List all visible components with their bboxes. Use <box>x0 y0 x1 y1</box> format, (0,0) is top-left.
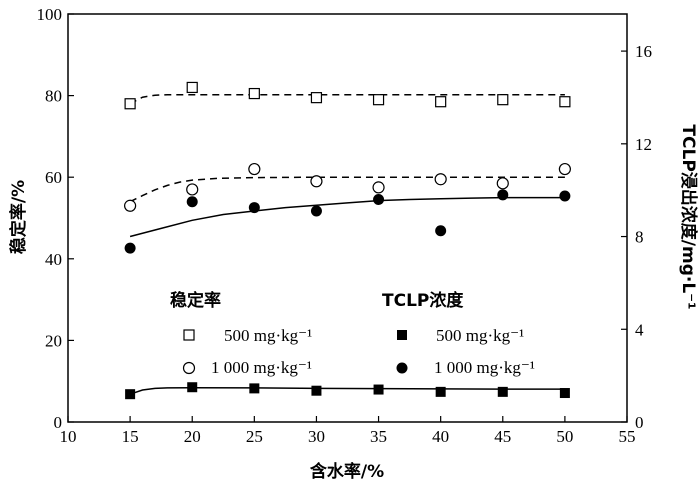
y-left-tick-label: 20 <box>45 331 62 350</box>
legend-label-tclp-500: 500 mg·kg⁻¹ <box>436 326 524 345</box>
axis-ticks <box>67 13 628 423</box>
legend-label-stability-1000: 1 000 mg·kg⁻¹ <box>211 358 312 377</box>
y-right-axis-label: TCLP浸出浓度/mg·L⁻¹ <box>678 124 699 309</box>
y-left-tick-label: 0 <box>54 413 63 432</box>
marker-open-square <box>559 96 571 108</box>
y-right-tick-label: 16 <box>635 42 652 61</box>
x-tick-label: 10 <box>60 427 77 446</box>
marker-filled-circle <box>186 196 198 208</box>
y-left-tick-label: 80 <box>45 87 62 106</box>
marker-open-square <box>186 81 198 94</box>
marker-filled-square <box>559 388 570 399</box>
legend-label-tclp-1000: 1 000 mg·kg⁻¹ <box>434 358 535 377</box>
y-right-tick-label: 0 <box>635 413 644 432</box>
y-left-tick-label: 40 <box>45 250 62 269</box>
marker-open-square <box>310 92 323 104</box>
marker-open-circle <box>372 181 385 194</box>
x-tick-label: 15 <box>122 427 139 446</box>
marker-filled-square <box>125 389 136 400</box>
marker-filled-square <box>497 386 508 397</box>
x-tick-label: 45 <box>494 427 511 446</box>
marker-open-circle <box>310 175 323 188</box>
legend-marker-filled-square <box>397 330 407 340</box>
y-left-tick-label: 100 <box>37 5 63 24</box>
marker-filled-circle <box>497 189 509 201</box>
x-tick-label: 20 <box>184 427 201 446</box>
y-right-tick-label: 12 <box>635 135 652 154</box>
legend: 稳定率 TCLP浓度 500 mg·kg⁻¹ 1 000 mg·kg⁻¹ 500… <box>170 290 535 377</box>
fit-curve-open-square <box>129 94 565 105</box>
legend-title-stability: 稳定率 <box>170 290 221 311</box>
fit-curves <box>129 94 565 395</box>
legend-marker-filled-circle <box>396 362 408 374</box>
marker-filled-square <box>373 384 384 395</box>
legend-marker-open-circle <box>182 361 196 375</box>
marker-filled-square <box>187 382 198 393</box>
marker-open-circle <box>124 199 137 212</box>
x-tick-label: 40 <box>432 427 449 446</box>
marker-open-square <box>248 87 260 100</box>
marker-open-circle <box>186 183 199 196</box>
y-right-tick-label: 4 <box>635 320 644 339</box>
marker-open-square <box>124 98 136 110</box>
y-right-tick-labels: 0 4 8 12 16 <box>635 42 652 432</box>
marker-filled-circle <box>559 190 571 202</box>
x-tick-labels: 10 15 20 25 30 35 40 45 50 55 <box>60 427 636 446</box>
marker-filled-square <box>249 383 260 394</box>
marker-open-square <box>497 94 509 106</box>
marker-filled-square <box>435 386 446 397</box>
marker-filled-circle <box>124 242 136 254</box>
data-markers <box>124 81 571 400</box>
y-left-tick-labels: 0 20 40 60 80 100 <box>37 5 63 432</box>
fit-curve-filled-circle <box>129 196 565 238</box>
legend-title-tclp: TCLP浓度 <box>382 290 464 311</box>
legend-label-stability-500: 500 mg·kg⁻¹ <box>224 326 312 345</box>
x-tick-label: 30 <box>308 427 325 446</box>
x-tick-label: 50 <box>556 427 573 446</box>
plot-frame <box>67 13 628 423</box>
x-tick-label: 55 <box>619 427 636 446</box>
marker-filled-circle <box>248 202 260 214</box>
x-tick-label: 25 <box>246 427 263 446</box>
marker-open-square <box>372 94 385 106</box>
marker-filled-circle <box>373 193 385 205</box>
marker-filled-circle <box>310 205 322 217</box>
marker-open-circle <box>496 177 509 190</box>
marker-open-circle <box>248 162 261 176</box>
marker-open-square <box>435 96 447 108</box>
y-left-axis-label: 稳定率/% <box>8 180 29 254</box>
y-right-tick-label: 8 <box>635 228 644 247</box>
y-left-tick-label: 60 <box>45 168 62 187</box>
marker-filled-circle <box>435 225 447 237</box>
marker-filled-square <box>311 385 322 396</box>
x-tick-label: 35 <box>370 427 387 446</box>
legend-marker-open-square <box>183 329 195 341</box>
marker-open-circle <box>558 162 571 176</box>
marker-open-circle <box>434 173 447 186</box>
x-axis-label: 含水率/% <box>310 461 384 482</box>
